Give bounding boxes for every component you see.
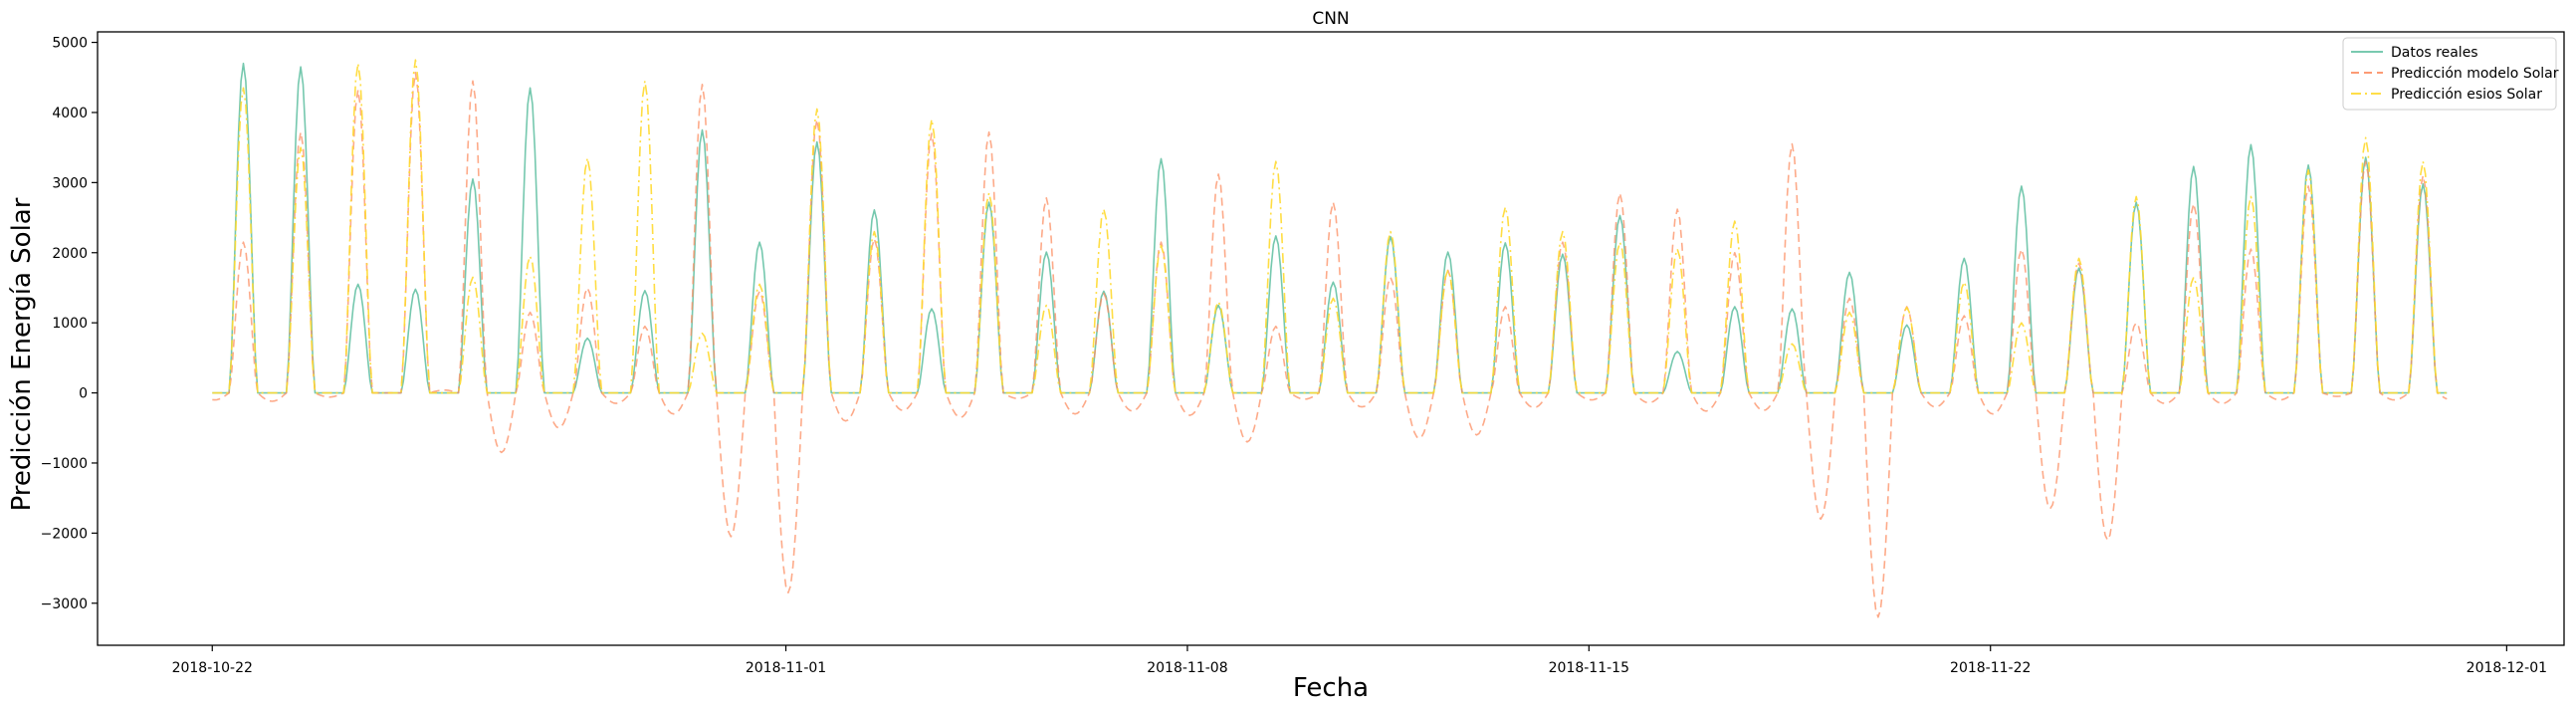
y-tick-label: 3000 (52, 175, 88, 191)
y-tick-label: 1000 (52, 316, 88, 332)
x-axis-label: Fecha (1293, 673, 1369, 703)
chart-title: CNN (1312, 9, 1349, 29)
x-tick-label: 2018-11-01 (746, 660, 826, 676)
y-tick-label: −2000 (41, 526, 88, 542)
x-tick-label: 2018-11-08 (1147, 660, 1227, 676)
x-tick-label: 2018-11-22 (1950, 660, 2031, 676)
legend-label: Predicción esios Solar (2391, 87, 2542, 103)
series-line-1 (212, 62, 2448, 394)
y-tick-label: 4000 (52, 106, 88, 121)
y-tick-label: 5000 (52, 36, 88, 52)
y-axis-ticks: −3000 −2000 −1000 0 1000 2000 3000 4000 5000 (41, 36, 98, 612)
y-tick-label: −3000 (41, 596, 88, 612)
legend-box (2342, 37, 2557, 111)
y-tick-label: 0 (79, 386, 88, 402)
x-tick-label: 2018-12-01 (2467, 660, 2547, 676)
legend: Datos reales Predicción modelo Solar Predi… (2342, 37, 2559, 111)
legend-label: Predicción modelo Solar (2391, 66, 2559, 82)
x-axis-ticks: 2018-10-22 2018-11-01 2018-11-08 2018-11-15… (172, 645, 2547, 676)
x-tick-label: 2018-11-15 (1549, 660, 1629, 676)
x-tick-label: 2018-10-22 (172, 660, 253, 676)
legend-label: Datos reales (2391, 45, 2478, 61)
plot-area-frame (97, 31, 2565, 646)
series-layer (212, 59, 2448, 618)
y-tick-label: 2000 (52, 246, 88, 262)
y-axis-label: Predicción Energía Solar (7, 197, 37, 511)
y-tick-label: −1000 (41, 456, 88, 472)
